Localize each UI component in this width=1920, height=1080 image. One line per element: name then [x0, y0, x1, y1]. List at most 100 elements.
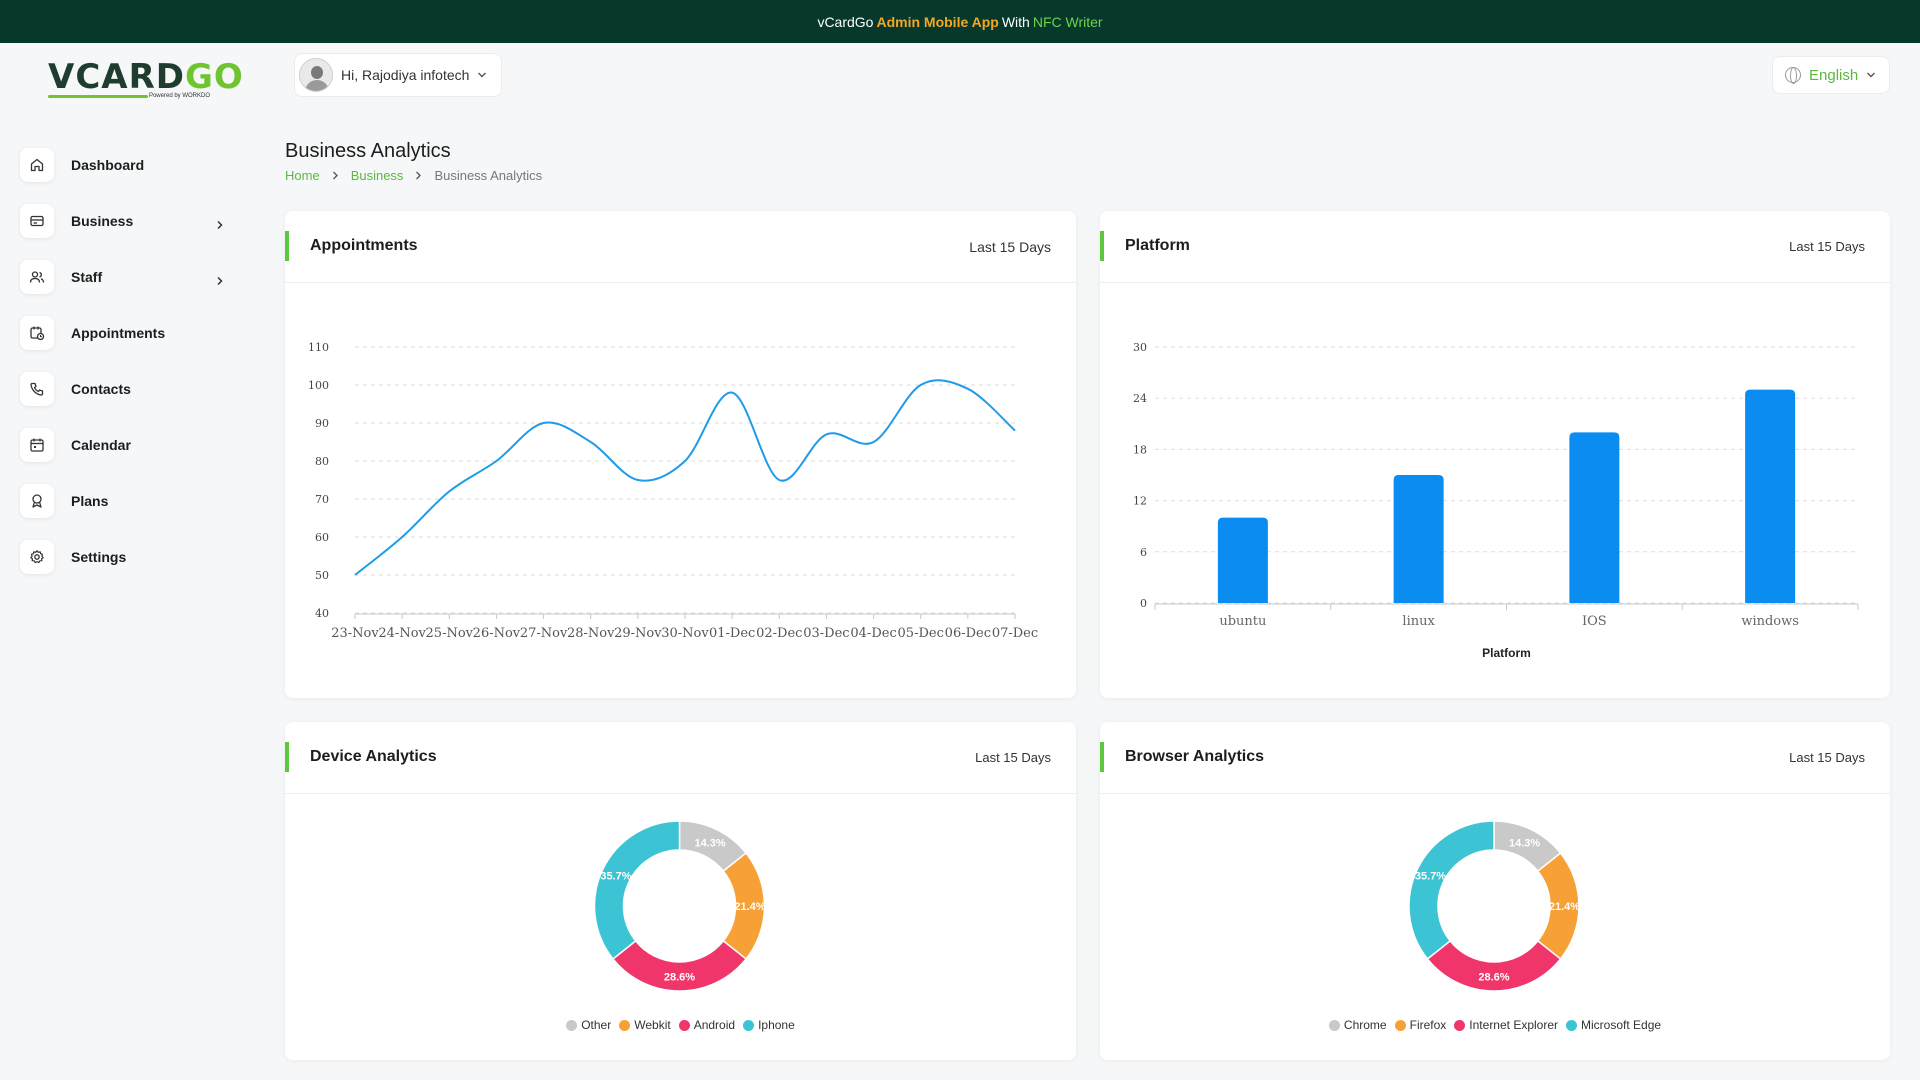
- x-tick-label: 29-Nov: [614, 626, 662, 641]
- legend-label: Other: [581, 1018, 612, 1032]
- x-tick-label: 30-Nov: [661, 626, 709, 641]
- card-header: Appointments Last 15 Days: [285, 211, 1076, 283]
- bar-windows[interactable]: [1745, 389, 1796, 603]
- sidebar-item-settings[interactable]: Settings: [20, 529, 240, 585]
- sidebar-item-dashboard[interactable]: Dashboard: [20, 137, 240, 193]
- chevron-right-icon: [216, 273, 224, 291]
- sidebar-item-business[interactable]: Business: [20, 193, 240, 249]
- sidebar-item-appointments[interactable]: Appointments: [20, 305, 240, 361]
- chevron-right-icon: [332, 168, 339, 183]
- y-tick-label: 40: [315, 607, 329, 620]
- breadcrumb-home[interactable]: Home: [285, 168, 320, 183]
- card-accent-bar: [285, 742, 289, 772]
- sidebar-item-label: Plans: [71, 493, 109, 509]
- breadcrumb: Home Business Business Analytics: [285, 168, 542, 183]
- device-donut-chart: 14.3% 21.4% 28.6% 35.7%: [593, 820, 766, 992]
- legend-item[interactable]: Webkit: [619, 1018, 671, 1032]
- chevron-down-icon: [1866, 71, 1876, 79]
- browser-legend: Chrome Firefox Internet Explorer Microsoft …: [1100, 1018, 1890, 1032]
- date-range-filter[interactable]: Last 15 Days: [969, 239, 1051, 255]
- home-icon: [20, 148, 54, 182]
- y-tick-label: 70: [315, 493, 329, 506]
- sidebar-item-label: Settings: [71, 549, 127, 565]
- calendar-clock-icon: [20, 316, 54, 350]
- avatar: [299, 58, 333, 92]
- legend-swatch: [1566, 1019, 1578, 1031]
- breadcrumb-current: Business Analytics: [434, 168, 543, 183]
- slice-microsoft-edge[interactable]: [1408, 820, 1495, 960]
- legend-label: Chrome: [1343, 1018, 1387, 1032]
- card-header: Device Analytics Last 15 Days: [285, 722, 1076, 794]
- slice-label: 35.7%: [600, 870, 631, 882]
- bar-ubuntu[interactable]: [1217, 517, 1268, 603]
- bar-linux[interactable]: [1393, 475, 1444, 603]
- y-tick-label: 0: [1140, 597, 1147, 610]
- calendar-icon: [20, 428, 54, 462]
- sidebar-item-staff[interactable]: Staff: [20, 249, 240, 305]
- series-line[interactable]: [354, 379, 1016, 576]
- chevron-right-icon: [216, 217, 224, 235]
- slice-iphone[interactable]: [593, 820, 681, 960]
- legend-label: Internet Explorer: [1469, 1018, 1559, 1032]
- legend-item[interactable]: Microsoft Edge: [1566, 1018, 1661, 1032]
- y-tick-label: 12: [1133, 495, 1147, 508]
- legend-label: Android: [693, 1018, 736, 1032]
- platform-bar-chart: 0 6 12 18 24 30 ubuntu linux IOS windows Platform: [1133, 341, 1859, 660]
- x-tick-label: 04-Dec: [850, 626, 896, 641]
- slice-label: 28.6%: [1478, 972, 1509, 984]
- date-range-filter[interactable]: Last 15 Days: [975, 750, 1051, 765]
- x-tick-label: 27-Nov: [520, 626, 568, 641]
- legend-item[interactable]: Other: [566, 1018, 611, 1032]
- legend-item[interactable]: Android: [678, 1018, 736, 1032]
- banner-nfc-link[interactable]: NFC Writer: [1032, 13, 1103, 30]
- vcardgo-logo[interactable]: VCARDGO Powered by WORKDO: [48, 60, 243, 100]
- language-selector[interactable]: English: [1772, 56, 1890, 94]
- promo-banner[interactable]: vCardGo Admin Mobile App With NFC Writer: [0, 0, 1920, 43]
- card-accent-bar: [1100, 231, 1104, 261]
- x-tick-label: 25-Nov: [426, 626, 474, 641]
- legend-label: Firefox: [1409, 1018, 1447, 1032]
- legend-item[interactable]: Chrome: [1328, 1018, 1387, 1032]
- legend-swatch: [1394, 1019, 1406, 1031]
- award-icon: [20, 484, 54, 518]
- x-tick-label: 28-Nov: [567, 626, 615, 641]
- sidebar-item-label: Contacts: [71, 381, 131, 397]
- sidebar-item-calendar[interactable]: Calendar: [20, 417, 240, 473]
- y-tick-label: 50: [315, 569, 329, 582]
- y-tick-label: 110: [308, 341, 329, 354]
- legend-item[interactable]: Internet Explorer: [1454, 1018, 1558, 1032]
- slice-label: 21.4%: [1549, 901, 1580, 913]
- user-greeting: Hi, Rajodiya infotech: [341, 67, 470, 83]
- legend-label: Webkit: [634, 1018, 671, 1032]
- banner-prefix: vCardGo: [817, 13, 874, 30]
- x-tick-label: 24-Nov: [378, 626, 426, 641]
- sidebar-item-label: Appointments: [71, 325, 166, 341]
- y-tick-label: 30: [1133, 341, 1147, 354]
- user-menu-button[interactable]: Hi, Rajodiya infotech: [294, 53, 502, 97]
- appointments-line-chart: 40 50 60 70 80 90 100 110 23-Nov 24-Nov 25-Nov 26-N…: [308, 341, 1038, 641]
- y-tick-label: 24: [1133, 392, 1147, 405]
- y-tick-label: 18: [1133, 443, 1147, 456]
- slice-label: 14.3%: [695, 837, 726, 849]
- slice-label: 21.4%: [734, 901, 765, 913]
- banner-middle: With: [1001, 13, 1030, 30]
- breadcrumb-business[interactable]: Business: [350, 168, 404, 183]
- date-range-filter[interactable]: Last 15 Days: [1789, 750, 1865, 765]
- users-icon: [20, 260, 54, 294]
- platform-card: Platform Last 15 Days 0 6 12 18 24 30 ubuntu li…: [1100, 211, 1890, 698]
- x-tick-label: 06-Dec: [945, 626, 991, 641]
- legend-item[interactable]: Firefox: [1394, 1018, 1447, 1032]
- card-header: Browser Analytics Last 15 Days: [1100, 722, 1890, 794]
- x-tick-label: 07-Dec: [992, 626, 1038, 641]
- card-title: Appointments: [310, 237, 418, 254]
- sidebar-item-plans[interactable]: Plans: [20, 473, 240, 529]
- legend-label: Microsoft Edge: [1581, 1018, 1662, 1032]
- bar-IOS[interactable]: [1569, 432, 1620, 603]
- business-card-icon: [20, 204, 54, 238]
- card-title: Device Analytics: [310, 748, 437, 765]
- date-range-filter[interactable]: Last 15 Days: [1789, 239, 1865, 254]
- sidebar-item-contacts[interactable]: Contacts: [20, 361, 240, 417]
- card-title: Platform: [1125, 237, 1190, 254]
- legend-swatch: [743, 1019, 755, 1031]
- legend-item[interactable]: Iphone: [743, 1018, 795, 1032]
